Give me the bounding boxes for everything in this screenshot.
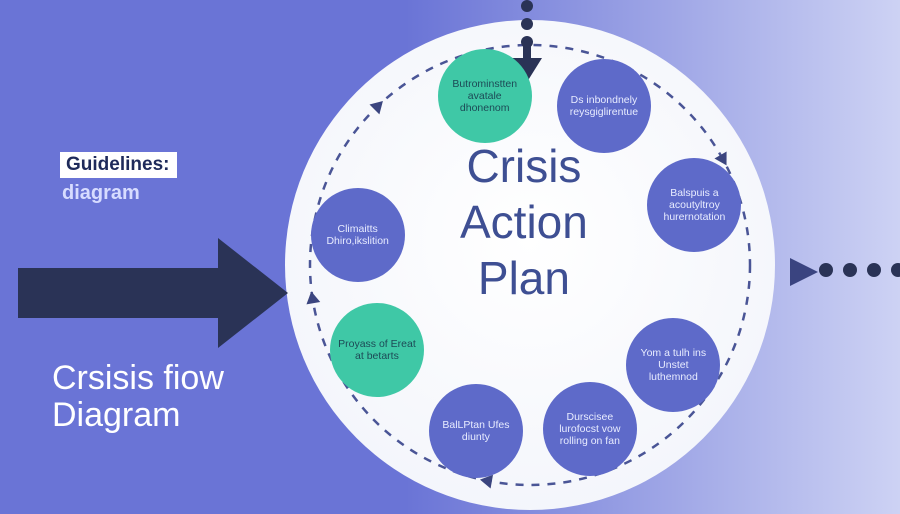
- center-title-line: Plan: [460, 252, 588, 308]
- cycle-node: Ds inbondnely reysgiglirentue: [557, 59, 651, 153]
- right-dot-icon: [867, 263, 881, 277]
- flow-title-line: Diagram: [52, 397, 224, 434]
- center-title-line: Crisis: [460, 140, 588, 196]
- right-dot-icon: [891, 263, 900, 277]
- entry-arrow-icon: [18, 238, 288, 348]
- cycle-node-label: Proyass of Ereat at betarts: [336, 338, 418, 362]
- cycle-node: Climaitts Dhiro,ikslition: [311, 188, 405, 282]
- cycle-node-label: Climaitts Dhiro,ikslition: [317, 223, 399, 247]
- cycle-node: Proyass of Ereat at betarts: [330, 303, 424, 397]
- guidelines-subtitle: diagram: [62, 182, 140, 205]
- top-dot-icon: [521, 18, 533, 30]
- cycle-node-label: Durscisee lurofocst vow rolling on fan: [549, 411, 631, 447]
- diagram-canvas: CrisisActionPlan Butrominstten avatale dh…: [0, 0, 900, 514]
- center-title-line: Action: [460, 196, 588, 252]
- cycle-node-label: Butrominstten avatale dhonenom: [444, 78, 526, 114]
- right-dot-icon: [843, 263, 857, 277]
- flow-title-line: Crsisis fiow: [52, 360, 224, 397]
- top-dot-icon: [521, 0, 533, 12]
- right-arrow-icon: [790, 258, 818, 286]
- cycle-node: Balspuis a acoutyltroy hurernotation: [647, 158, 741, 252]
- cycle-node-label: Yom a tulh ins Unstet luthemnod: [632, 347, 714, 383]
- center-title: CrisisActionPlan: [460, 140, 588, 308]
- cycle-node-label: Ds inbondnely reysgiglirentue: [563, 94, 645, 118]
- cycle-node-label: Balspuis a acoutyltroy hurernotation: [653, 187, 735, 223]
- cycle-node: BalLPtan Ufes diunty: [429, 384, 523, 478]
- top-dot-icon: [521, 36, 533, 48]
- cycle-node: Durscisee lurofocst vow rolling on fan: [543, 382, 637, 476]
- right-dot-icon: [819, 263, 833, 277]
- cycle-node: Butrominstten avatale dhonenom: [438, 49, 532, 143]
- cycle-node-label: BalLPtan Ufes diunty: [435, 419, 517, 443]
- guidelines-label: Guidelines:: [60, 152, 177, 178]
- flow-diagram-title: Crsisis fiowDiagram: [52, 360, 224, 435]
